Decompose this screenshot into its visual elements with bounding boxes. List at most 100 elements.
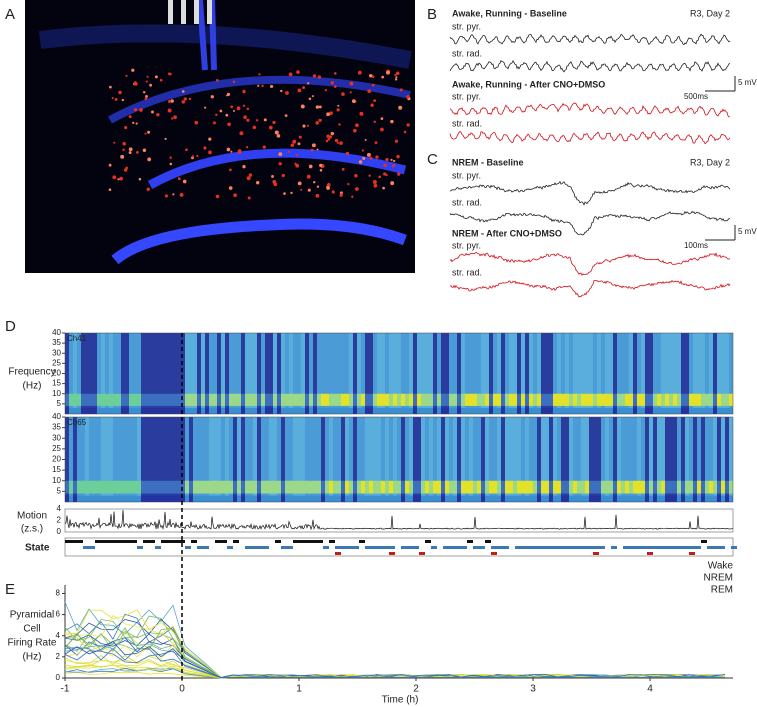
cell-dot	[369, 156, 373, 160]
y-tick-label: 5	[57, 486, 62, 495]
spectrogram-column	[493, 333, 497, 414]
spectrogram-column	[285, 333, 289, 414]
spectrogram-column	[525, 333, 529, 414]
low-band	[589, 407, 593, 414]
cell-dot	[329, 111, 333, 115]
spectrogram-column	[225, 333, 229, 414]
theta-band	[353, 393, 357, 406]
low-band	[665, 495, 669, 502]
cell-dot	[169, 156, 172, 159]
spectrogram-column	[633, 417, 637, 502]
low-band	[657, 495, 661, 502]
panel-label: E	[5, 581, 15, 598]
theta-band	[281, 480, 285, 494]
low-band	[449, 407, 453, 414]
trace-title: Awake, Running - After CNO+DMSO	[452, 79, 605, 89]
low-band	[513, 495, 517, 502]
panel-label: B	[427, 6, 437, 23]
theta-band	[729, 393, 733, 406]
theta-band	[409, 480, 413, 494]
theta-band	[269, 393, 273, 406]
theta-band	[673, 480, 677, 494]
cell-dot	[182, 179, 187, 184]
theta-band	[289, 480, 293, 494]
spectrogram-column	[561, 333, 565, 414]
theta-band	[641, 393, 645, 406]
theta-band	[517, 393, 521, 406]
state-bar	[731, 546, 737, 549]
theta-band	[337, 480, 341, 494]
spectrogram-column	[365, 333, 369, 414]
spectrogram-column	[349, 417, 353, 502]
theta-band	[185, 480, 189, 494]
low-band	[581, 407, 585, 414]
theta-band	[445, 393, 449, 406]
spectrogram-column	[573, 333, 577, 414]
cell-dot	[366, 152, 371, 157]
spectrogram-column	[413, 333, 417, 414]
spectrogram-column	[453, 333, 457, 414]
cell-dot	[210, 95, 214, 99]
low-band	[269, 495, 273, 502]
cell-dot	[164, 137, 167, 141]
cell-dot	[306, 174, 311, 179]
cell-dot	[302, 124, 306, 128]
low-band	[401, 495, 405, 502]
state-bar	[647, 552, 653, 555]
cell-dot	[169, 162, 173, 166]
theta-band	[529, 480, 533, 494]
cell-dot	[380, 117, 384, 120]
cell-dot	[128, 151, 132, 155]
cell-dot	[284, 114, 288, 117]
cell-dot	[232, 109, 236, 112]
theta-band	[633, 393, 637, 406]
cell-dot	[358, 160, 363, 164]
spectrogram-column	[357, 333, 361, 414]
spectrogram-column	[269, 417, 273, 502]
spectrogram-column	[337, 333, 341, 414]
spectrogram-column	[545, 417, 549, 502]
theta-band	[421, 393, 425, 406]
low-band	[661, 495, 665, 502]
low-band	[649, 495, 653, 502]
spectrogram-column	[213, 417, 217, 502]
spectrogram-column	[453, 417, 457, 502]
cell-dot	[333, 85, 337, 88]
spectrogram-column	[341, 417, 345, 502]
low-band	[637, 407, 641, 414]
low-band	[445, 407, 449, 414]
state-bar	[671, 546, 677, 549]
theta-band	[593, 480, 597, 494]
low-band	[597, 407, 601, 414]
spectrogram-column	[125, 417, 129, 502]
cell-dot	[108, 188, 112, 191]
theta-band	[277, 480, 281, 494]
cell-dot	[393, 159, 396, 163]
spectrogram-column	[165, 333, 169, 414]
theta-band	[605, 393, 609, 406]
low-band	[265, 407, 269, 414]
spectrogram-column	[469, 333, 473, 414]
spectrogram-column	[529, 333, 533, 414]
theta-band	[493, 480, 497, 494]
low-band	[301, 407, 305, 414]
cell-dot	[382, 186, 385, 190]
cell-dot	[355, 123, 359, 128]
theta-band	[553, 480, 557, 494]
low-band	[349, 495, 353, 502]
theta-band	[153, 480, 157, 494]
theta-band	[293, 480, 297, 494]
low-band	[193, 407, 197, 414]
theta-band	[433, 480, 437, 494]
spectrogram-column	[441, 333, 445, 414]
state-bar	[503, 546, 509, 549]
spectrogram-column	[73, 417, 77, 502]
low-band	[717, 407, 721, 414]
state-bar	[449, 546, 455, 549]
spectrogram-column	[625, 417, 629, 502]
theta-band	[441, 480, 445, 494]
low-band	[405, 495, 409, 502]
spectrogram-column	[425, 417, 429, 502]
theta-band	[425, 393, 429, 406]
low-band	[281, 407, 285, 414]
